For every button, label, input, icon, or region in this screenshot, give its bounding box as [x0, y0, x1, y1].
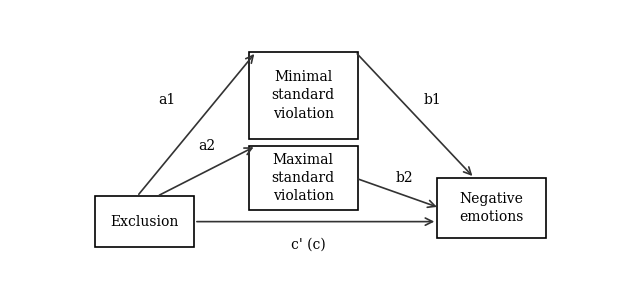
Text: Minimal
standard
violation: Minimal standard violation: [271, 70, 335, 121]
Text: Exclusion: Exclusion: [110, 215, 179, 229]
FancyBboxPatch shape: [437, 178, 547, 238]
FancyBboxPatch shape: [249, 52, 358, 139]
Text: Maximal
standard
violation: Maximal standard violation: [271, 153, 335, 204]
FancyBboxPatch shape: [249, 146, 358, 210]
FancyBboxPatch shape: [95, 196, 194, 247]
Text: Negative
emotions: Negative emotions: [460, 192, 524, 224]
Text: b2: b2: [396, 171, 413, 185]
Text: c' (c): c' (c): [291, 238, 326, 252]
Text: a1: a1: [158, 93, 175, 107]
Text: b1: b1: [423, 93, 441, 107]
Text: a2: a2: [198, 139, 215, 153]
